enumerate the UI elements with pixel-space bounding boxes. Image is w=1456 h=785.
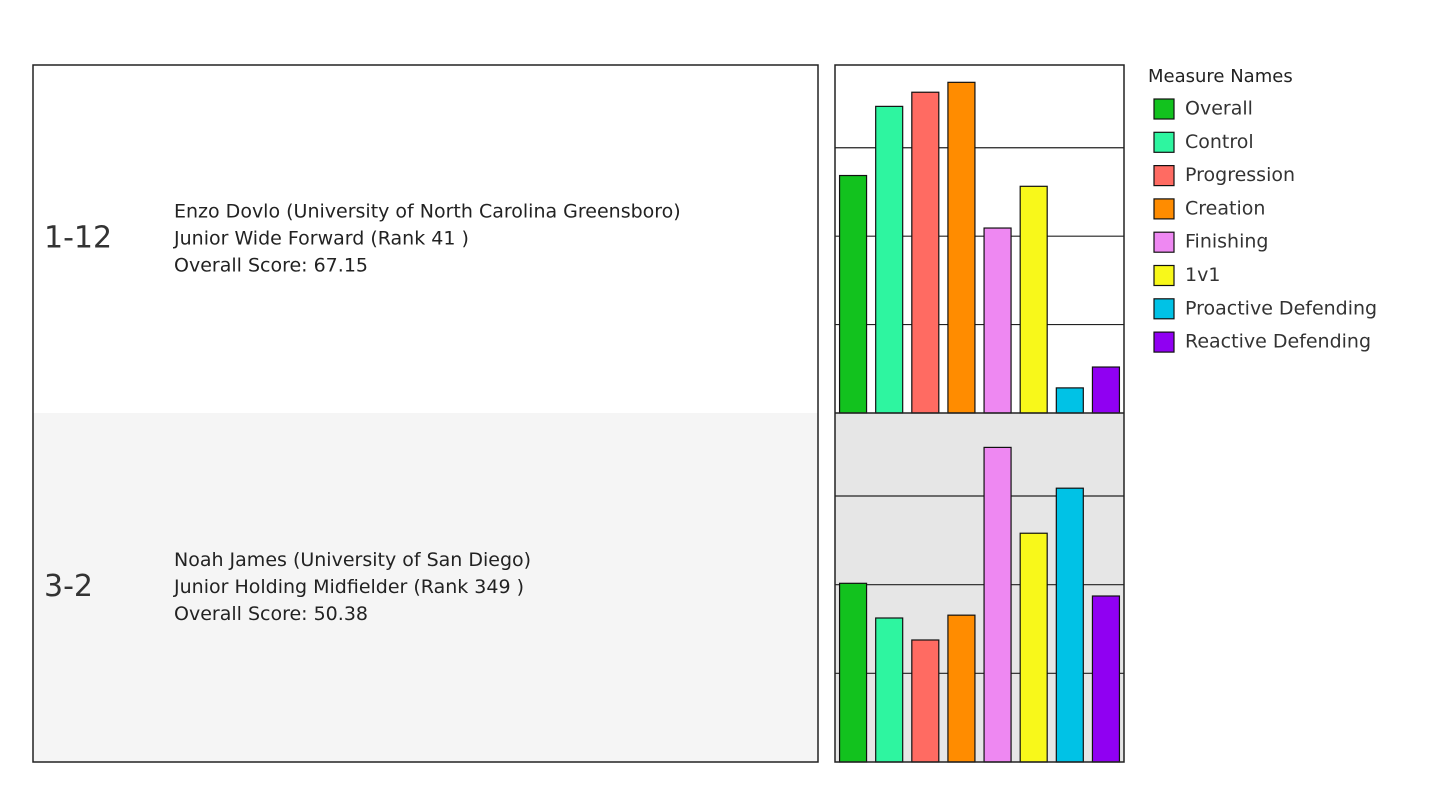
bar: [838, 174, 868, 414]
row-text: Enzo Dovlo (University of North Carolina…: [174, 201, 681, 223]
row-background: [33, 413, 818, 762]
bar: [911, 639, 940, 763]
bar: [983, 227, 1012, 414]
bar: [1091, 595, 1121, 763]
bar: [1091, 366, 1121, 414]
legend-label: Control: [1185, 131, 1254, 153]
bar: [1055, 487, 1084, 763]
bar: [947, 614, 976, 763]
bar: [1055, 387, 1084, 414]
legend-swatch: [1153, 198, 1175, 220]
row-background: [33, 65, 818, 413]
legend-label: 1v1: [1185, 264, 1220, 286]
bar: [875, 617, 904, 763]
bar: [983, 446, 1012, 763]
legend-label: Proactive Defending: [1185, 297, 1377, 319]
legend-swatch: [1153, 98, 1175, 120]
legend-label: Progression: [1185, 164, 1295, 186]
legend-label: Finishing: [1185, 231, 1268, 253]
legend-swatch: [1153, 331, 1175, 353]
legend-label: Creation: [1185, 197, 1265, 219]
row-label: 1-12: [44, 221, 112, 256]
legend-swatch: [1153, 131, 1175, 153]
bar: [1019, 532, 1048, 763]
legend-label: Overall: [1185, 98, 1253, 120]
table-border: [32, 64, 819, 763]
bar: [875, 105, 904, 414]
bar: [947, 81, 976, 414]
legend-swatch: [1153, 165, 1175, 187]
legend-label: Reactive Defending: [1185, 331, 1371, 353]
bar: [838, 582, 868, 763]
row-text: Noah James (University of San Diego): [174, 549, 531, 571]
legend-swatch: [1153, 264, 1175, 287]
legend-swatch: [1153, 231, 1175, 253]
legend-title: Measure Names: [1148, 66, 1293, 87]
row-text: Junior Holding Midfielder (Rank 349 ): [173, 576, 524, 598]
row-label: 3-2: [44, 569, 93, 604]
bar: [1019, 185, 1048, 414]
row-text: Overall Score: 50.38: [174, 603, 368, 625]
row-text: Junior Wide Forward (Rank 41 ): [173, 228, 469, 250]
row-text: Overall Score: 67.15: [174, 255, 368, 277]
legend-swatch: [1153, 298, 1175, 320]
bar: [911, 91, 940, 414]
